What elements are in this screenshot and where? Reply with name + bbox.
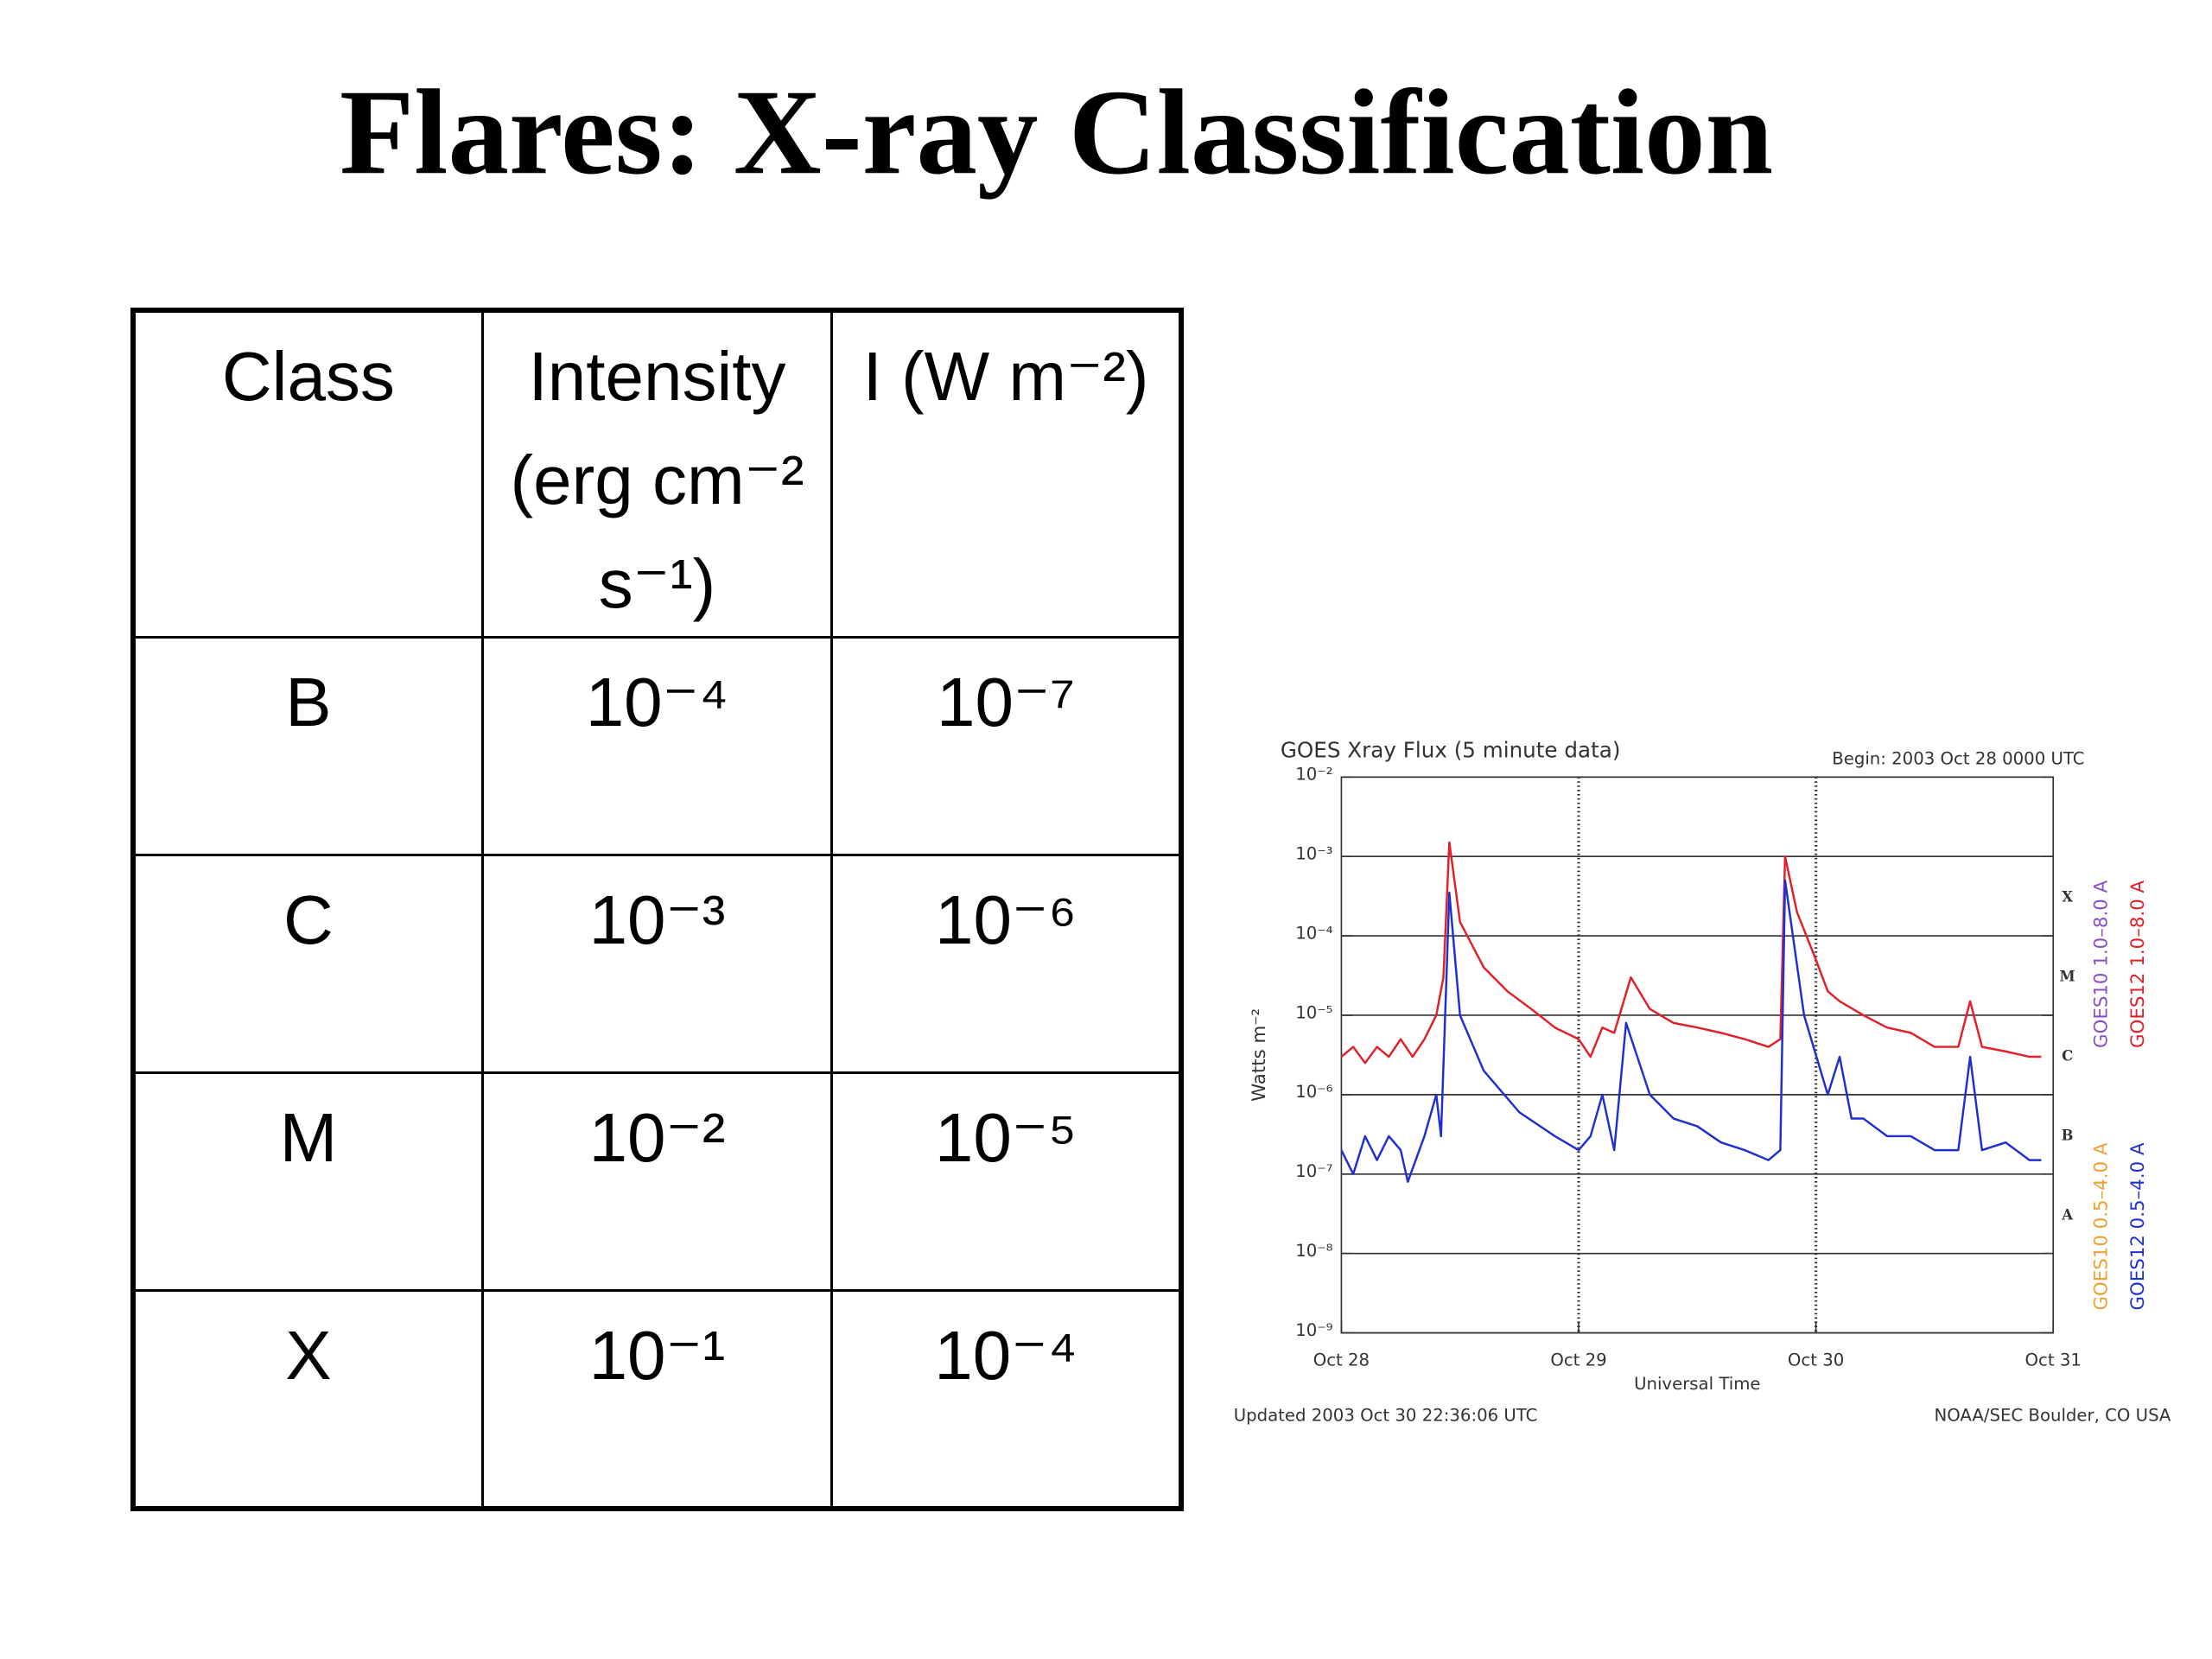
table-row: M 10⁻² 10⁻⁵	[131, 1071, 1183, 1292]
table-cell: 10⁻⁶	[830, 854, 1183, 1074]
y-tick-label: 10⁻³	[1295, 843, 1332, 863]
legend-entry: GOES12 0.5–4.0 A	[2127, 1142, 2149, 1311]
series-line	[1340, 879, 2042, 1183]
x-tick-label: Oct 29	[1550, 1350, 1606, 1370]
legend-entry: GOES10 1.0–8.0 A	[2091, 880, 2113, 1048]
x-tick-label: Oct 30	[1788, 1350, 1844, 1370]
class-label: X	[2062, 889, 2073, 906]
table-cell: 10⁻⁵	[830, 1071, 1183, 1292]
y-tick-label: 10⁻⁶	[1295, 1082, 1332, 1102]
x-tick-label: Oct 31	[2025, 1350, 2082, 1370]
class-label: A	[2061, 1206, 2073, 1223]
table-cell: C	[131, 854, 484, 1074]
table-cell: 10⁻⁴	[830, 1289, 1183, 1510]
table-cell: M	[131, 1071, 484, 1292]
y-tick-label: 10⁻⁸	[1295, 1241, 1332, 1261]
y-axis-label: Watts m⁻²	[1249, 1008, 1270, 1102]
chart: GOES Xray Flux (5 minute data) Begin: 200…	[1234, 737, 2171, 1425]
slide-title: Flares: X-ray Classification	[340, 64, 1773, 200]
header-cell: Intensity (erg cm⁻² s⁻¹)	[480, 308, 834, 639]
chart-subtitle: Begin: 2003 Oct 28 0000 UTC	[1832, 749, 2084, 769]
header-cell: Class	[131, 308, 484, 639]
class-label: B	[2062, 1127, 2074, 1143]
chart-title: GOES Xray Flux (5 minute data)	[1281, 737, 1621, 762]
class-label: M	[2060, 969, 2075, 985]
footer-left: Updated 2003 Oct 30 22:36:06 UTC	[1234, 1405, 1538, 1425]
class-table: Class Intensity (erg cm⁻² s⁻¹) I (W m⁻²) B…	[130, 308, 1184, 1511]
series-line	[1340, 841, 2042, 1065]
y-tick-label: 10⁻⁹	[1295, 1320, 1332, 1340]
table-row: X 10⁻¹ 10⁻⁴	[131, 1289, 1183, 1510]
header-row: Class Intensity (erg cm⁻² s⁻¹) I (W m⁻²)	[131, 308, 1183, 639]
legend-entry: GOES10 0.5–4.0 A	[2091, 1142, 2113, 1311]
table-cell: 10⁻²	[480, 1071, 834, 1292]
y-tick-label: 10⁻⁷	[1295, 1161, 1332, 1181]
table-cell: 10⁻¹	[480, 1289, 834, 1510]
x-axis-label: Universal Time	[1634, 1374, 1760, 1394]
y-tick-label: 10⁻²	[1295, 765, 1332, 785]
class-label: C	[2062, 1047, 2073, 1064]
table-body: B 10⁻⁴ 10⁻⁷ C 10⁻³ 10⁻⁶ M 10⁻² 10⁻⁵ X 10⁻¹ 10⁻⁴	[131, 636, 1183, 1510]
table-cell: 10⁻⁴	[480, 636, 834, 856]
x-tick-label: Oct 28	[1313, 1350, 1370, 1370]
legend-entry: GOES12 1.0–8.0 A	[2127, 880, 2149, 1048]
footer-right: NOAA/SEC Boulder, CO USA	[1935, 1405, 2171, 1425]
y-tick-label: 10⁻⁴	[1295, 923, 1332, 943]
table-row: C 10⁻³ 10⁻⁶	[131, 854, 1183, 1074]
table-row: B 10⁻⁴ 10⁻⁷	[131, 636, 1183, 856]
table-cell: B	[131, 636, 484, 856]
header-cell: I (W m⁻²)	[830, 308, 1183, 639]
y-tick-label: 10⁻⁵	[1295, 1002, 1332, 1022]
table-cell: 10⁻³	[480, 854, 834, 1074]
table-cell: X	[131, 1289, 484, 1510]
table-cell: 10⁻⁷	[830, 636, 1183, 856]
